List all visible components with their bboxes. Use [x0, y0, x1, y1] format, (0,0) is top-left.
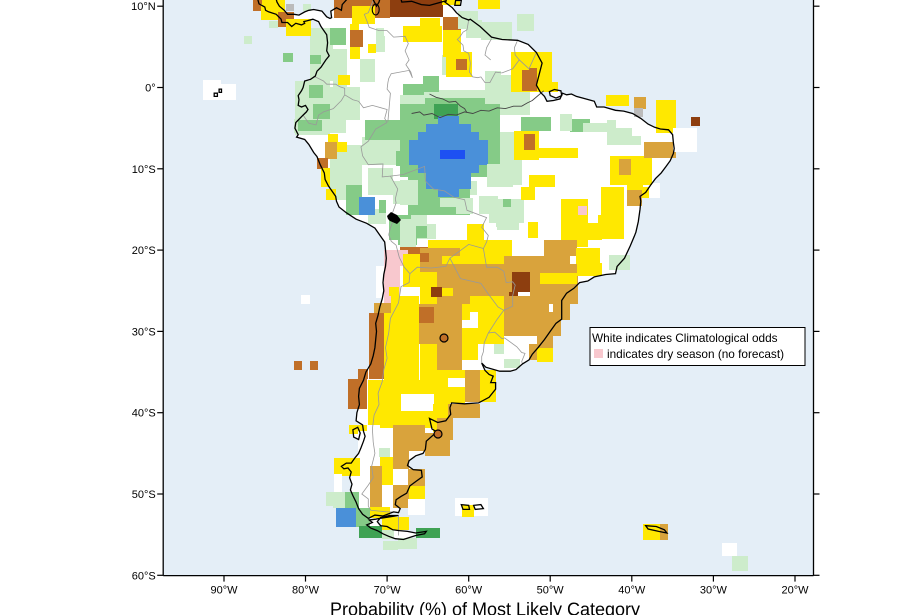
svg-text:10°N: 10°N [131, 1, 156, 13]
svg-text:indicates dry season (no forec: indicates dry season (no forecast) [607, 347, 784, 361]
svg-text:30°S: 30°S [132, 326, 156, 338]
svg-text:60°S: 60°S [132, 570, 156, 582]
svg-text:50°W: 50°W [537, 585, 565, 597]
svg-text:50°S: 50°S [132, 489, 156, 501]
svg-text:30°W: 30°W [700, 585, 728, 597]
svg-text:40°W: 40°W [618, 585, 646, 597]
svg-text:70°W: 70°W [374, 585, 402, 597]
svg-text:0°: 0° [145, 83, 156, 95]
svg-text:10°S: 10°S [132, 164, 156, 176]
svg-text:20°S: 20°S [132, 245, 156, 257]
svg-text:80°W: 80°W [292, 585, 320, 597]
svg-text:White indicates Climatological: White indicates Climatological odds [592, 331, 778, 345]
svg-text:20°W: 20°W [781, 585, 809, 597]
svg-text:90°W: 90°W [210, 585, 238, 597]
svg-text:60°W: 60°W [455, 585, 483, 597]
svg-text:Probability (%) of Most Likely: Probability (%) of Most Likely Category [330, 600, 640, 615]
svg-text:40°S: 40°S [132, 408, 156, 420]
